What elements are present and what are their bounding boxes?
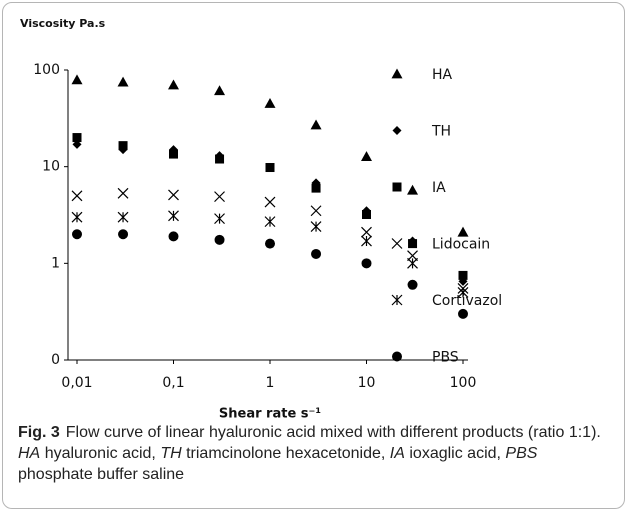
marker-square <box>169 149 178 159</box>
marker-asterisk <box>407 257 418 269</box>
x-tick-label: 1 <box>266 375 275 391</box>
marker-triangle <box>168 79 179 90</box>
frame <box>2 2 625 509</box>
caption-abbr: PBS <box>505 445 538 462</box>
marker-x <box>117 187 129 199</box>
marker-diamond <box>392 126 402 135</box>
marker-circle <box>72 229 82 240</box>
marker-square <box>265 163 275 173</box>
caption-label: Fig. 3 <box>18 424 60 441</box>
caption: Fig. 3 Flow curve of linear hyaluronic ac… <box>18 422 613 485</box>
marker-circle <box>392 351 402 362</box>
y-tick-label: 0 <box>51 352 60 368</box>
marker-x <box>310 205 322 217</box>
caption-text: phosphate buffer saline <box>18 466 185 483</box>
marker-asterisk <box>264 216 276 228</box>
marker-triangle <box>361 151 372 162</box>
marker-asterisk <box>117 211 129 223</box>
marker-square <box>458 270 468 280</box>
marker-circle <box>214 234 225 245</box>
marker-asterisk <box>361 235 372 247</box>
marker-circle <box>458 308 468 319</box>
marker-diamond <box>72 139 82 149</box>
marker-triangle <box>214 85 226 96</box>
marker-asterisk <box>391 294 403 306</box>
legend-label: HA <box>432 67 453 83</box>
marker-triangle <box>71 74 83 85</box>
legend-label: TH <box>431 124 451 140</box>
marker-asterisk <box>214 213 225 225</box>
marker-square <box>362 210 371 220</box>
marker-triangle <box>264 98 276 108</box>
y-axis-label: Viscosity Pa.s <box>20 17 106 30</box>
marker-asterisk <box>168 210 179 222</box>
marker-circle <box>168 231 179 242</box>
caption-text: triamcinolone hexacetonide, <box>186 445 386 462</box>
marker-square <box>215 154 225 164</box>
caption-abbr: IA <box>389 445 405 462</box>
caption-text: hyaluronic acid, <box>44 445 156 462</box>
marker-square <box>408 239 418 249</box>
marker-x <box>264 196 276 208</box>
marker-square <box>311 183 321 193</box>
marker-x <box>71 190 83 202</box>
marker-square <box>118 141 128 151</box>
marker-circle <box>118 229 129 240</box>
marker-x <box>407 250 418 262</box>
y-tick-label: 100 <box>33 62 60 78</box>
x-axis-label: Shear rate s⁻¹ <box>219 407 321 421</box>
marker-circle <box>361 258 372 269</box>
x-tick-label: 0,1 <box>162 375 184 391</box>
marker-square <box>72 133 82 143</box>
y-tick-label: 10 <box>42 159 60 175</box>
marker-circle <box>407 279 418 290</box>
marker-asterisk <box>457 287 469 298</box>
marker-circle <box>311 248 322 259</box>
x-tick-label: 100 <box>450 375 477 391</box>
x-tick-label: 10 <box>358 375 376 391</box>
caption-text: ioxaglic acid, <box>409 445 501 462</box>
marker-triangle <box>407 184 419 195</box>
marker-square <box>392 182 402 192</box>
caption-abbr: HA <box>18 445 41 462</box>
legend-label: IA <box>432 180 446 196</box>
caption-abbr: TH <box>160 445 182 462</box>
x-tick-label: 0,01 <box>61 375 92 391</box>
marker-circle <box>265 238 275 249</box>
marker-triangle <box>117 76 129 87</box>
legend-label: Lidocain <box>432 237 490 253</box>
marker-triangle <box>457 226 469 237</box>
marker-x <box>361 226 372 238</box>
legend-label: Cortivazol <box>432 293 502 309</box>
marker-x <box>391 238 403 249</box>
caption-text: Flow curve of linear hyaluronic acid mix… <box>65 424 601 441</box>
chart: Viscosity Pa.s Shear rate s⁻¹ 0 1 10 100 0,0… <box>20 17 502 421</box>
marker-x <box>168 189 179 201</box>
marker-triangle <box>391 68 403 79</box>
marker-x <box>214 191 225 203</box>
marker-asterisk <box>71 211 83 223</box>
marker-triangle <box>310 119 322 130</box>
y-tick-label: 1 <box>51 255 60 271</box>
legend-label: PBS <box>432 350 459 366</box>
marker-asterisk <box>310 221 322 233</box>
